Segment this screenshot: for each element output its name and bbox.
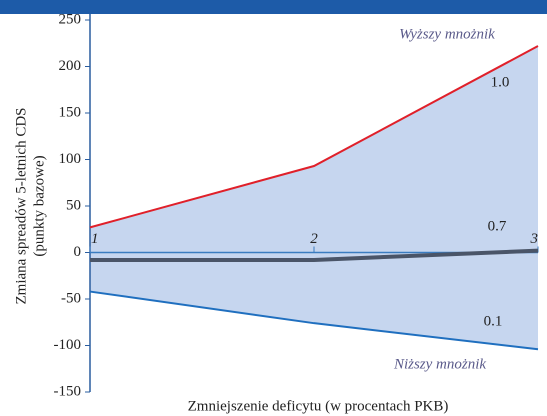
x-tick-label: 1	[91, 231, 99, 247]
annotation: Wyższy mnożnik	[399, 26, 495, 42]
header-banner	[0, 0, 547, 14]
y-tick-label: 150	[59, 104, 82, 120]
y-axis-title: Zmiana spreadów 5-letnich CDS (punkty ba…	[13, 107, 47, 304]
y-tick-label: 100	[59, 151, 82, 167]
series-line	[89, 45, 539, 229]
y-tick-label: 0	[74, 244, 82, 260]
y-tick-label: 200	[59, 58, 82, 74]
y-axis-label: Zmiana spreadów 5-letnich CDS	[13, 107, 29, 304]
y-tick-label: -150	[54, 383, 82, 399]
series-label: 0.7	[488, 218, 507, 234]
x-tick-label: 3	[530, 231, 539, 247]
band-area	[90, 46, 538, 350]
y-tick-label: 50	[66, 197, 81, 213]
series-label: 1.0	[491, 74, 510, 90]
y-tick-label: -100	[54, 337, 82, 353]
y-tick-label: -50	[61, 290, 81, 306]
series-line	[90, 248, 539, 262]
series-label: 0.1	[484, 313, 503, 329]
series-line	[89, 290, 539, 351]
x-axis-label: Zmniejszenie deficytu (w procentach PKB)	[188, 398, 449, 414]
annotation: Niższy mnożnik	[393, 356, 486, 372]
y-tick-label: 250	[59, 11, 82, 27]
x-tick-label: 2	[310, 231, 318, 247]
y-axis-label: (punkty bazowe)	[31, 155, 47, 256]
